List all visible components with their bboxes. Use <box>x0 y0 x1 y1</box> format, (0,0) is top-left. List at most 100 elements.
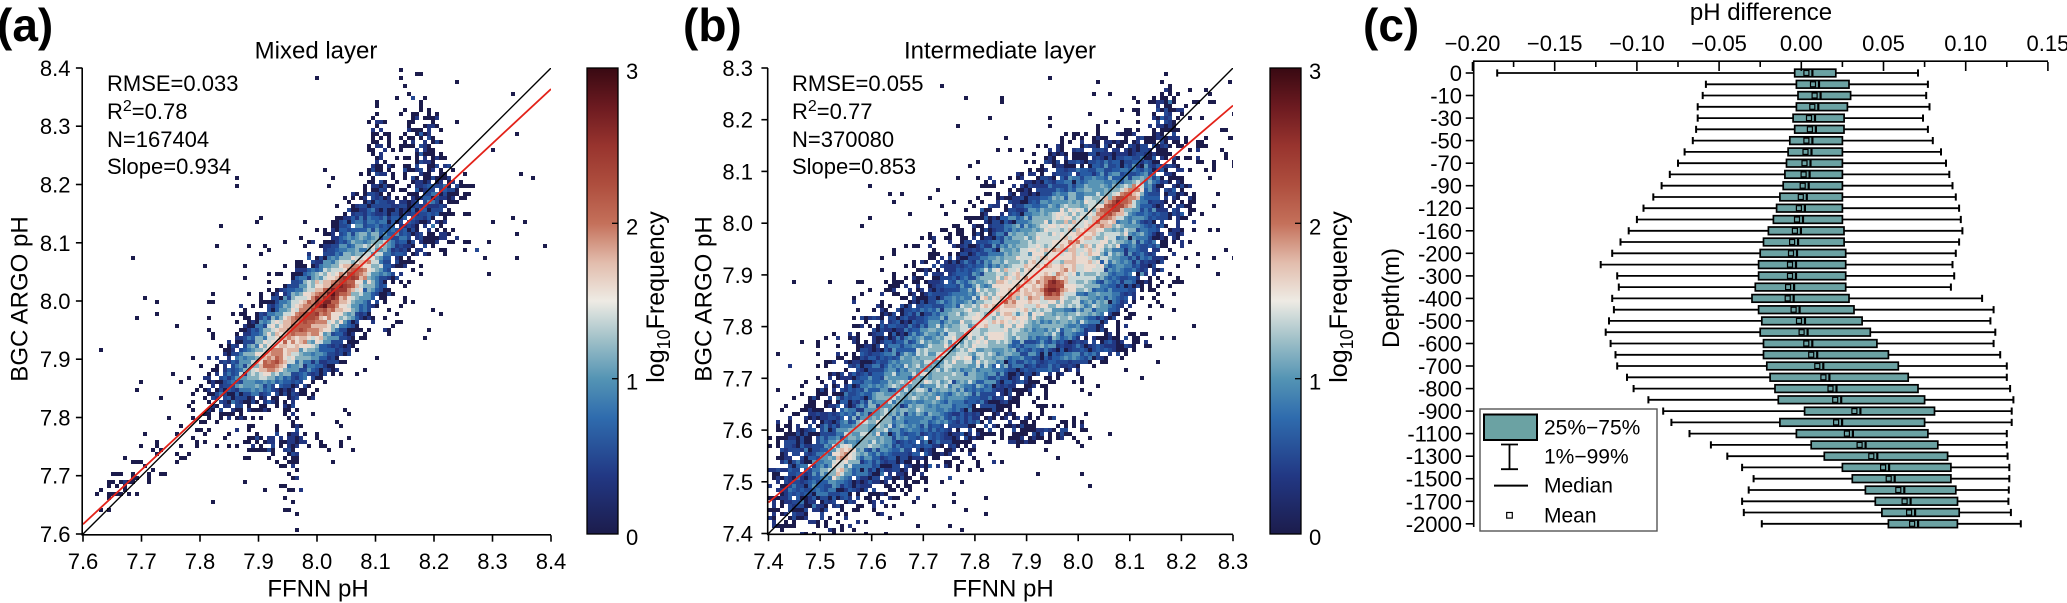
svg-text:7.9: 7.9 <box>40 347 71 372</box>
svg-text:3: 3 <box>1309 59 1321 84</box>
svg-text:8.3: 8.3 <box>40 114 71 139</box>
svg-text:7.7: 7.7 <box>40 464 71 489</box>
svg-text:log10Frequency: log10Frequency <box>1325 211 1357 383</box>
svg-text:8.4: 8.4 <box>40 56 71 81</box>
svg-text:0: 0 <box>626 525 638 550</box>
svg-text:-1500: -1500 <box>1406 467 1462 492</box>
svg-text:FFNN pH: FFNN pH <box>952 576 1053 603</box>
svg-text:BGC ARGO pH: BGC ARGO pH <box>691 216 718 381</box>
svg-text:RMSE=0.033: RMSE=0.033 <box>107 71 238 96</box>
svg-text:1: 1 <box>1309 370 1321 395</box>
svg-text:25%−75%: 25%−75% <box>1544 417 1640 440</box>
svg-text:Mean: Mean <box>1544 505 1597 528</box>
svg-text:pH difference: pH difference <box>1690 0 1832 26</box>
svg-text:-50: -50 <box>1430 129 1462 154</box>
svg-text:−0.15: −0.15 <box>1527 31 1583 56</box>
svg-text:8.2: 8.2 <box>40 173 71 198</box>
svg-text:−0.20: −0.20 <box>1445 31 1501 56</box>
svg-text:-900: -900 <box>1418 399 1462 424</box>
svg-text:8.0: 8.0 <box>722 211 753 236</box>
svg-text:FFNN pH: FFNN pH <box>267 576 368 603</box>
svg-text:7.5: 7.5 <box>722 470 753 495</box>
svg-text:-1300: -1300 <box>1406 444 1462 469</box>
svg-text:8.2: 8.2 <box>722 108 753 133</box>
svg-text:0.00: 0.00 <box>1780 31 1823 56</box>
svg-text:7.4: 7.4 <box>722 522 753 547</box>
svg-text:-700: -700 <box>1418 354 1462 379</box>
svg-text:-70: -70 <box>1430 151 1462 176</box>
svg-text:7.8: 7.8 <box>722 315 753 340</box>
svg-text:Intermediate layer: Intermediate layer <box>904 38 1096 65</box>
svg-text:Depth(m): Depth(m) <box>1378 248 1405 348</box>
svg-text:7.7: 7.7 <box>908 549 939 574</box>
svg-text:8.1: 8.1 <box>40 231 71 256</box>
svg-text:8.3: 8.3 <box>722 56 753 81</box>
svg-text:8.2: 8.2 <box>419 549 450 574</box>
svg-text:7.7: 7.7 <box>126 549 157 574</box>
svg-text:Median: Median <box>1544 475 1613 498</box>
svg-text:-400: -400 <box>1418 286 1462 311</box>
svg-text:-1100: -1100 <box>1407 422 1462 447</box>
svg-text:0.15: 0.15 <box>2026 31 2067 56</box>
svg-text:8.1: 8.1 <box>360 549 391 574</box>
svg-text:-90: -90 <box>1430 174 1462 199</box>
svg-text:8.0: 8.0 <box>1063 549 1094 574</box>
svg-text:Slope=0.934: Slope=0.934 <box>107 154 231 179</box>
svg-text:N=370080: N=370080 <box>792 127 894 152</box>
svg-text:BGC ARGO pH: BGC ARGO pH <box>7 216 34 381</box>
svg-text:0.10: 0.10 <box>1944 31 1987 56</box>
svg-text:7.7: 7.7 <box>722 366 753 391</box>
svg-text:2: 2 <box>626 214 638 239</box>
svg-text:R2=0.78: R2=0.78 <box>107 98 187 124</box>
svg-text:3: 3 <box>626 59 638 84</box>
svg-text:-2000: -2000 <box>1406 512 1462 537</box>
svg-text:-120: -120 <box>1418 196 1462 221</box>
svg-text:8.1: 8.1 <box>722 159 753 184</box>
svg-text:8.1: 8.1 <box>1115 549 1146 574</box>
svg-text:0: 0 <box>1450 61 1462 86</box>
svg-text:7.6: 7.6 <box>68 549 99 574</box>
svg-text:-1700: -1700 <box>1406 489 1462 514</box>
svg-text:(c): (c) <box>1363 0 1419 51</box>
svg-text:-160: -160 <box>1418 219 1462 244</box>
svg-text:Slope=0.853: Slope=0.853 <box>792 154 916 179</box>
svg-text:8.0: 8.0 <box>302 549 333 574</box>
svg-text:1%−99%: 1%−99% <box>1544 446 1629 469</box>
svg-text:R2=0.77: R2=0.77 <box>792 98 872 124</box>
svg-text:-500: -500 <box>1418 309 1462 334</box>
svg-text:7.6: 7.6 <box>40 522 71 547</box>
svg-text:-200: -200 <box>1418 241 1462 266</box>
svg-text:7.8: 7.8 <box>40 406 71 431</box>
svg-text:0: 0 <box>1309 525 1321 550</box>
svg-text:8.4: 8.4 <box>536 549 567 574</box>
svg-text:N=167404: N=167404 <box>107 127 209 152</box>
svg-text:7.9: 7.9 <box>722 263 753 288</box>
svg-text:8.3: 8.3 <box>1218 549 1249 574</box>
svg-text:-30: -30 <box>1430 106 1462 131</box>
svg-text:log10Frequency: log10Frequency <box>642 211 674 383</box>
svg-text:7.8: 7.8 <box>960 549 991 574</box>
svg-text:(a): (a) <box>0 0 53 51</box>
svg-text:−0.10: −0.10 <box>1609 31 1665 56</box>
svg-text:(b): (b) <box>683 0 742 51</box>
svg-text:-300: -300 <box>1418 264 1462 289</box>
svg-text:7.4: 7.4 <box>753 549 784 574</box>
svg-text:-800: -800 <box>1418 377 1462 402</box>
svg-text:8.3: 8.3 <box>477 549 508 574</box>
svg-text:8.0: 8.0 <box>40 289 71 314</box>
svg-text:7.9: 7.9 <box>1011 549 1042 574</box>
svg-text:-600: -600 <box>1418 332 1462 357</box>
svg-text:RMSE=0.055: RMSE=0.055 <box>792 71 923 96</box>
svg-text:7.8: 7.8 <box>185 549 216 574</box>
svg-text:1: 1 <box>626 370 638 395</box>
svg-text:7.6: 7.6 <box>722 418 753 443</box>
svg-text:2: 2 <box>1309 214 1321 239</box>
svg-text:7.5: 7.5 <box>805 549 836 574</box>
svg-text:−0.05: −0.05 <box>1691 31 1747 56</box>
svg-text:Mixed layer: Mixed layer <box>255 38 378 65</box>
svg-text:8.2: 8.2 <box>1166 549 1197 574</box>
svg-text:7.6: 7.6 <box>856 549 887 574</box>
svg-text:0.05: 0.05 <box>1862 31 1905 56</box>
svg-text:7.9: 7.9 <box>243 549 274 574</box>
svg-text:-10: -10 <box>1430 84 1462 109</box>
